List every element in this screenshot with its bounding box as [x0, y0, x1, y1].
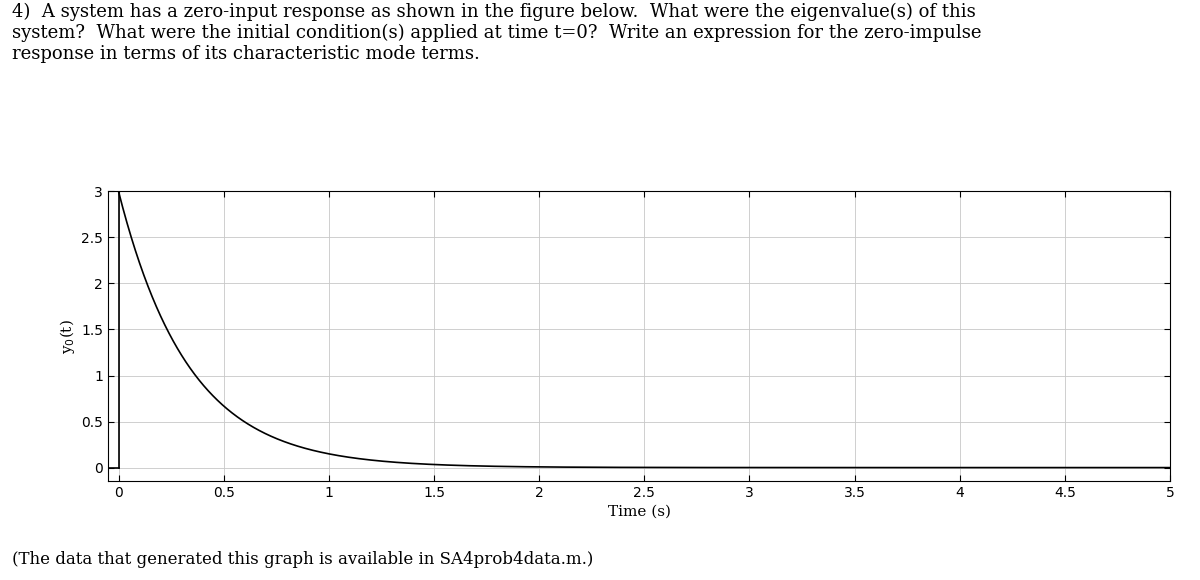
Text: (The data that generated this graph is available in SA4prob4data.m.): (The data that generated this graph is a…	[12, 552, 593, 568]
Y-axis label: y$_0$(t): y$_0$(t)	[58, 319, 77, 354]
Text: 4)  A system has a zero-input response as shown in the figure below.  What were : 4) A system has a zero-input response as…	[12, 3, 982, 63]
X-axis label: Time (s): Time (s)	[607, 505, 671, 519]
